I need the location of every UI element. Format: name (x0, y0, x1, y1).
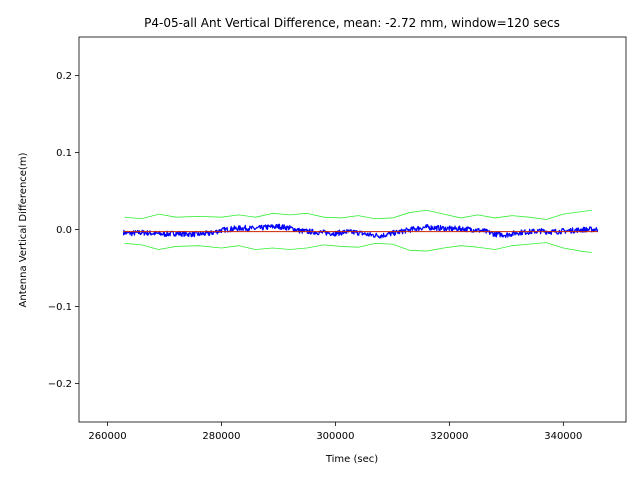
series-line-upper-envelope (124, 209, 592, 220)
axes: 260000 280000 300000 320000 340000 0.2 0.1 0.0 −… (48, 36, 627, 442)
y-tick-label: 0.2 (56, 71, 72, 82)
y-tick-label: −0.1 (48, 302, 72, 313)
x-tick-label: 280000 (202, 431, 240, 442)
x-axis-label: Time (sec) (325, 454, 378, 465)
x-tick-label: 260000 (88, 431, 126, 442)
y-tick-label: 0.1 (56, 148, 72, 159)
chart-title: P4-05-all Ant Vertical Difference, mean:… (144, 16, 560, 30)
series-line-lower-envelope (124, 242, 592, 253)
x-tick-label: 320000 (430, 431, 468, 442)
x-tick-label: 300000 (316, 431, 354, 442)
y-tick-label: 0.0 (56, 225, 72, 236)
y-axis-label: Antenna Vertical Difference(m) (18, 152, 29, 307)
x-tick-label: 340000 (544, 431, 582, 442)
plot-area (122, 209, 599, 253)
y-tick-label: −0.2 (48, 379, 72, 390)
